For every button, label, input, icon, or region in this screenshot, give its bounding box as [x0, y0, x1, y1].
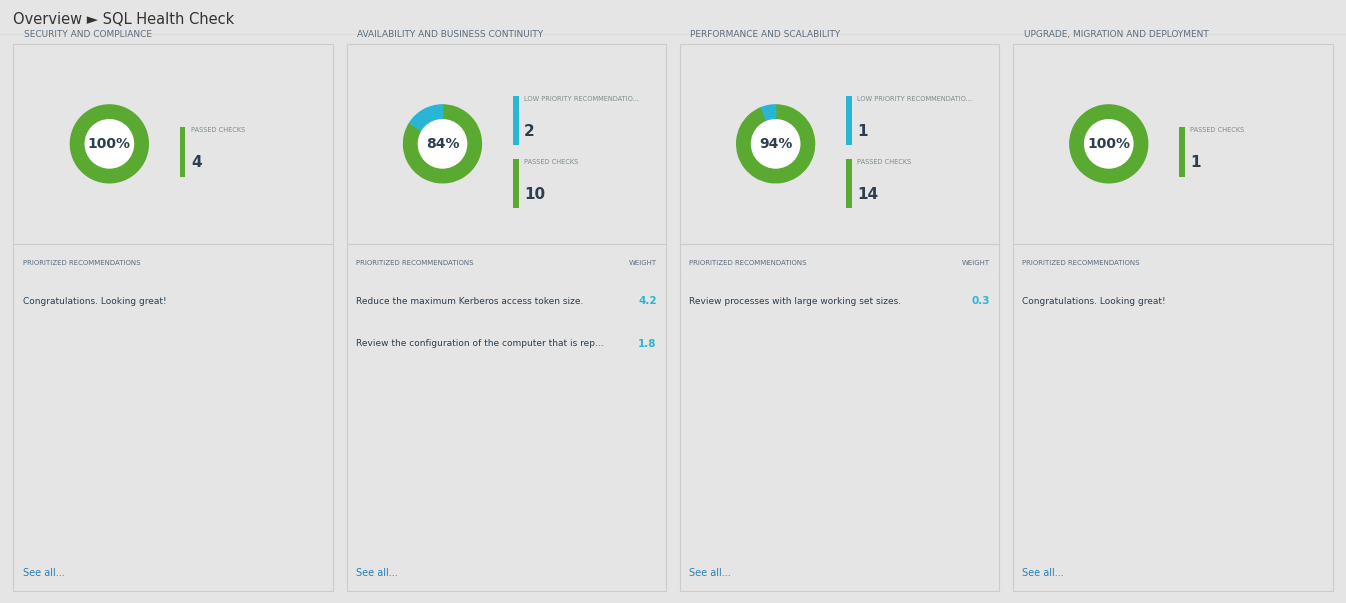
Text: WEIGHT: WEIGHT [629, 260, 657, 266]
Circle shape [1085, 120, 1133, 168]
Text: See all...: See all... [689, 569, 731, 578]
Wedge shape [736, 105, 814, 183]
Text: Overview ► SQL Health Check: Overview ► SQL Health Check [13, 11, 234, 27]
Text: See all...: See all... [357, 569, 398, 578]
Text: Review processes with large working set sizes.: Review processes with large working set … [689, 297, 902, 306]
Circle shape [751, 120, 800, 168]
Wedge shape [70, 105, 148, 183]
Text: Congratulations. Looking great!: Congratulations. Looking great! [23, 297, 167, 306]
Bar [1179, 127, 1184, 177]
Bar [845, 96, 852, 145]
Text: PASSED CHECKS: PASSED CHECKS [191, 127, 245, 133]
Wedge shape [404, 105, 482, 183]
Text: PASSED CHECKS: PASSED CHECKS [524, 159, 579, 165]
Text: PRIORITIZED RECOMMENDATIONS: PRIORITIZED RECOMMENDATIONS [23, 260, 140, 266]
Bar [513, 96, 518, 145]
Text: PASSED CHECKS: PASSED CHECKS [857, 159, 911, 165]
Text: 0.3: 0.3 [972, 296, 989, 306]
Text: PERFORMANCE AND SCALABILITY: PERFORMANCE AND SCALABILITY [690, 30, 841, 39]
Text: 1: 1 [1190, 156, 1201, 171]
Wedge shape [409, 105, 443, 131]
Wedge shape [736, 105, 814, 183]
Text: UPGRADE, MIGRATION AND DEPLOYMENT: UPGRADE, MIGRATION AND DEPLOYMENT [1023, 30, 1209, 39]
Text: PASSED CHECKS: PASSED CHECKS [1190, 127, 1245, 133]
Text: LOW PRIORITY RECOMMENDATIO...: LOW PRIORITY RECOMMENDATIO... [857, 96, 972, 102]
Text: PRIORITIZED RECOMMENDATIONS: PRIORITIZED RECOMMENDATIONS [689, 260, 806, 266]
Text: PRIORITIZED RECOMMENDATIONS: PRIORITIZED RECOMMENDATIONS [357, 260, 474, 266]
Text: 4.2: 4.2 [638, 296, 657, 306]
Circle shape [85, 120, 133, 168]
Circle shape [419, 120, 467, 168]
Wedge shape [762, 105, 775, 121]
Wedge shape [1070, 105, 1148, 183]
Text: 84%: 84% [425, 137, 459, 151]
Text: WEIGHT: WEIGHT [961, 260, 989, 266]
Text: 1: 1 [857, 124, 868, 139]
Text: 100%: 100% [87, 137, 131, 151]
Text: 94%: 94% [759, 137, 793, 151]
Text: SECURITY AND COMPLIANCE: SECURITY AND COMPLIANCE [24, 30, 152, 39]
Text: See all...: See all... [23, 569, 65, 578]
Text: 10: 10 [524, 187, 545, 202]
Text: See all...: See all... [1023, 569, 1065, 578]
Text: Review the configuration of the computer that is rep...: Review the configuration of the computer… [357, 339, 604, 349]
Text: 14: 14 [857, 187, 879, 202]
Text: LOW PRIORITY RECOMMENDATIO...: LOW PRIORITY RECOMMENDATIO... [524, 96, 639, 102]
Text: AVAILABILITY AND BUSINESS CONTINUITY: AVAILABILITY AND BUSINESS CONTINUITY [358, 30, 544, 39]
Text: Congratulations. Looking great!: Congratulations. Looking great! [1023, 297, 1166, 306]
Wedge shape [1070, 105, 1148, 183]
Text: 100%: 100% [1088, 137, 1131, 151]
Wedge shape [70, 105, 148, 183]
Bar [513, 159, 518, 208]
Text: PRIORITIZED RECOMMENDATIONS: PRIORITIZED RECOMMENDATIONS [1023, 260, 1140, 266]
Bar [845, 159, 852, 208]
Text: 2: 2 [524, 124, 534, 139]
Text: 4: 4 [191, 156, 202, 171]
Bar [180, 127, 186, 177]
Wedge shape [404, 105, 482, 183]
Text: 1.8: 1.8 [638, 339, 657, 349]
Text: Reduce the maximum Kerberos access token size.: Reduce the maximum Kerberos access token… [357, 297, 584, 306]
